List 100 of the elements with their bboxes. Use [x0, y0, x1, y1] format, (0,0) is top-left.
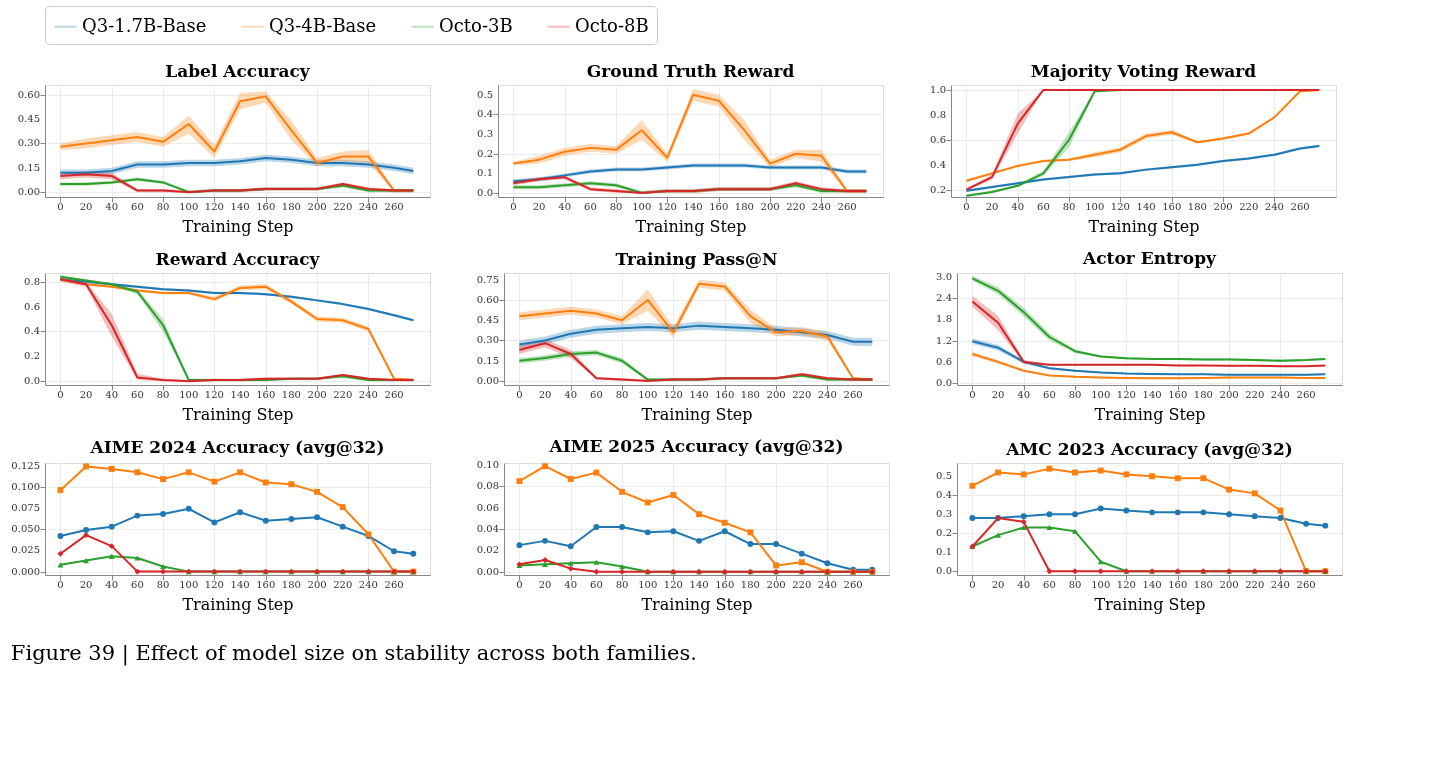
x-tick-label: 200	[1219, 389, 1239, 400]
x-tick-label: 20	[985, 201, 999, 212]
y-tick-label: 0.00	[17, 186, 40, 198]
x-tick-label: 100	[1091, 579, 1111, 590]
x-tick-label: 40	[105, 389, 119, 400]
x-tick-label: 120	[1116, 579, 1136, 590]
y-tick-label: 0.15	[17, 161, 40, 173]
x-tick-label: 160	[256, 389, 276, 400]
chart-title: Reward Accuracy	[155, 249, 321, 269]
x-tick-label: 220	[333, 579, 353, 590]
x-tick-label: 0	[963, 201, 970, 212]
x-tick-label: 80	[615, 579, 629, 590]
x-tick-label: 160	[256, 201, 276, 212]
x-tick-label: 40	[105, 201, 119, 212]
chart-title: Ground Truth Reward	[586, 61, 795, 81]
y-tick-label: 0.2	[477, 147, 493, 159]
y-tick-label: 0.1	[936, 546, 952, 558]
y-tick-label: 0.00	[476, 374, 499, 386]
x-tick-label: 140	[689, 389, 709, 400]
x-axis-title: Training Step	[182, 405, 294, 424]
x-tick-label: 160	[715, 389, 735, 400]
x-tick-label: 100	[638, 579, 658, 590]
legend-label: Q3-1.7B-Base	[82, 14, 207, 36]
x-tick-label: 220	[333, 201, 353, 212]
legend-label: Octo-3B	[439, 14, 513, 36]
x-tick-label: 100	[1085, 201, 1105, 212]
x-tick-label: 260	[1296, 579, 1316, 590]
y-tick-label: 0.0	[936, 565, 952, 577]
y-tick-label: 0.4	[936, 489, 952, 501]
x-tick-label: 120	[663, 579, 683, 590]
x-tick-label: 260	[837, 201, 857, 212]
x-axis-title: Training Step	[1094, 405, 1206, 424]
chart-title: Training Pass@N	[615, 249, 778, 269]
x-tick-label: 160	[1168, 579, 1188, 590]
x-tick-label: 140	[230, 579, 250, 590]
y-tick-label: 0.2	[930, 183, 946, 195]
y-tick-label: 0.15	[476, 354, 499, 366]
x-tick-label: 240	[1270, 579, 1290, 590]
y-tick-label: 0.75	[476, 273, 499, 285]
x-tick-label: 40	[105, 579, 119, 590]
x-tick-label: 60	[584, 201, 597, 212]
x-tick-label: 240	[817, 579, 837, 590]
x-tick-label: 180	[281, 201, 301, 212]
x-tick-label: 40	[564, 579, 578, 590]
x-axis-title: Training Step	[1094, 595, 1206, 614]
x-tick-label: 80	[1068, 579, 1082, 590]
y-tick-label: 0.0	[24, 375, 40, 387]
x-tick-label: 140	[1142, 579, 1162, 590]
x-tick-label: 140	[1136, 201, 1156, 212]
x-tick-label: 40	[1017, 579, 1031, 590]
y-tick-label: 0.075	[11, 501, 40, 513]
x-tick-label: 220	[792, 579, 812, 590]
y-tick-label: 0.3	[936, 508, 952, 520]
x-tick-label: 160	[709, 201, 729, 212]
y-tick-label: 2.4	[936, 291, 952, 303]
x-tick-label: 0	[516, 579, 523, 590]
x-tick-label: 0	[969, 389, 976, 400]
x-tick-label: 80	[156, 389, 170, 400]
x-tick-label: 140	[230, 389, 250, 400]
x-tick-label: 120	[204, 389, 224, 400]
x-tick-label: 100	[179, 201, 199, 212]
x-tick-label: 260	[843, 579, 863, 590]
x-tick-label: 40	[558, 201, 572, 212]
y-tick-label: 0.4	[930, 158, 946, 170]
x-tick-label: 80	[156, 579, 170, 590]
y-tick-label: 0.6	[936, 355, 952, 367]
x-tick-label: 40	[564, 389, 578, 400]
x-tick-label: 240	[358, 579, 378, 590]
x-tick-label: 20	[991, 389, 1005, 400]
x-axis-title: Training Step	[182, 595, 294, 614]
y-tick-label: 1.2	[936, 334, 952, 346]
x-tick-label: 20	[532, 201, 546, 212]
x-tick-label: 60	[131, 579, 144, 590]
x-tick-label: 40	[1017, 389, 1031, 400]
x-tick-label: 140	[1142, 389, 1162, 400]
chart-title: AMC 2023 Accuracy (avg@32)	[1005, 439, 1293, 459]
x-axis-title: Training Step	[635, 217, 747, 236]
x-tick-label: 60	[131, 201, 144, 212]
legend-label: Octo-8B	[575, 14, 649, 36]
x-tick-label: 240	[1264, 201, 1284, 212]
x-tick-label: 60	[590, 579, 603, 590]
x-tick-label: 240	[1270, 389, 1290, 400]
y-tick-label: 1.8	[936, 313, 952, 325]
caption: Figure 39 | Effect of model size on stability across both families.	[10, 641, 697, 666]
x-tick-label: 120	[657, 201, 677, 212]
x-tick-label: 20	[79, 579, 93, 590]
y-tick-label: 0.0	[936, 377, 952, 389]
x-tick-label: 180	[281, 579, 301, 590]
x-tick-label: 100	[638, 389, 658, 400]
x-axis-title: Training Step	[182, 217, 294, 236]
chart-title: Label Accuracy	[165, 61, 311, 81]
y-tick-label: 0.08	[476, 480, 499, 492]
y-tick-label: 0.3	[477, 128, 493, 140]
y-tick-label: 0.30	[476, 334, 499, 346]
x-tick-label: 40	[1011, 201, 1025, 212]
x-tick-label: 0	[510, 201, 517, 212]
y-tick-label: 0.4	[24, 325, 40, 337]
x-tick-label: 20	[991, 579, 1005, 590]
x-tick-label: 160	[715, 579, 735, 590]
x-tick-label: 180	[740, 389, 760, 400]
